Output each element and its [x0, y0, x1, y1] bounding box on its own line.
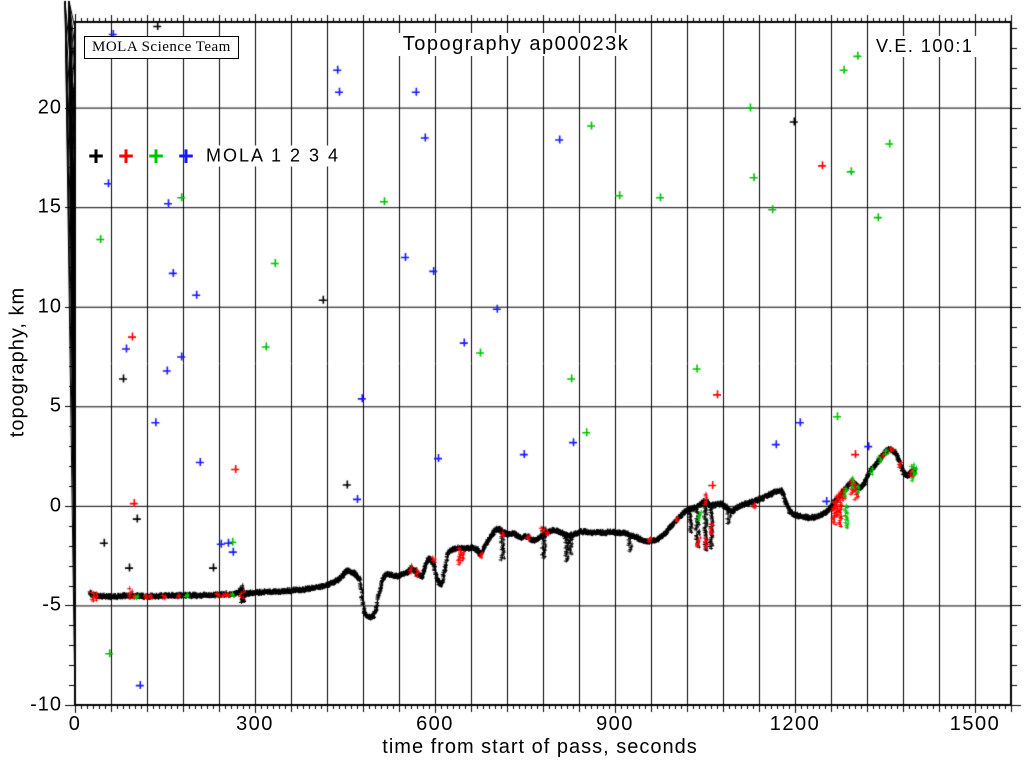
x-axis-title: time from start of pass, seconds [382, 736, 698, 758]
legend-label: MOLA 1 2 3 4 [202, 145, 345, 167]
mola-science-team-box: MOLA Science Team [84, 36, 239, 59]
vertical-exaggeration-label: V.E. 100:1 [872, 36, 978, 57]
legend-marker-mola4-plus-icon: + [178, 141, 194, 171]
legend-marker-mola2-plus-icon: + [118, 141, 134, 171]
legend-marker-mola1-plus-icon: + [88, 141, 104, 171]
x-tick-label: 900 [596, 713, 634, 735]
plot-title: Topography ap00023k [392, 33, 640, 56]
y-tick-label: 20 [37, 96, 62, 119]
y-tick-label: 10 [37, 295, 62, 318]
legend-marker-mola3-plus-icon: + [148, 141, 164, 171]
x-tick-label: 0 [68, 713, 82, 735]
y-tick-label: 0 [49, 494, 62, 517]
y-tick-label: -5 [42, 593, 62, 616]
y-tick-label: 5 [49, 394, 62, 417]
x-tick-label: 1500 [949, 713, 1001, 735]
x-tick-label: 600 [416, 713, 454, 735]
y-tick-label: 15 [37, 195, 62, 218]
x-tick-label: 300 [236, 713, 274, 735]
x-tick-label: 1200 [769, 713, 821, 735]
y-tick-label: -10 [30, 693, 62, 716]
